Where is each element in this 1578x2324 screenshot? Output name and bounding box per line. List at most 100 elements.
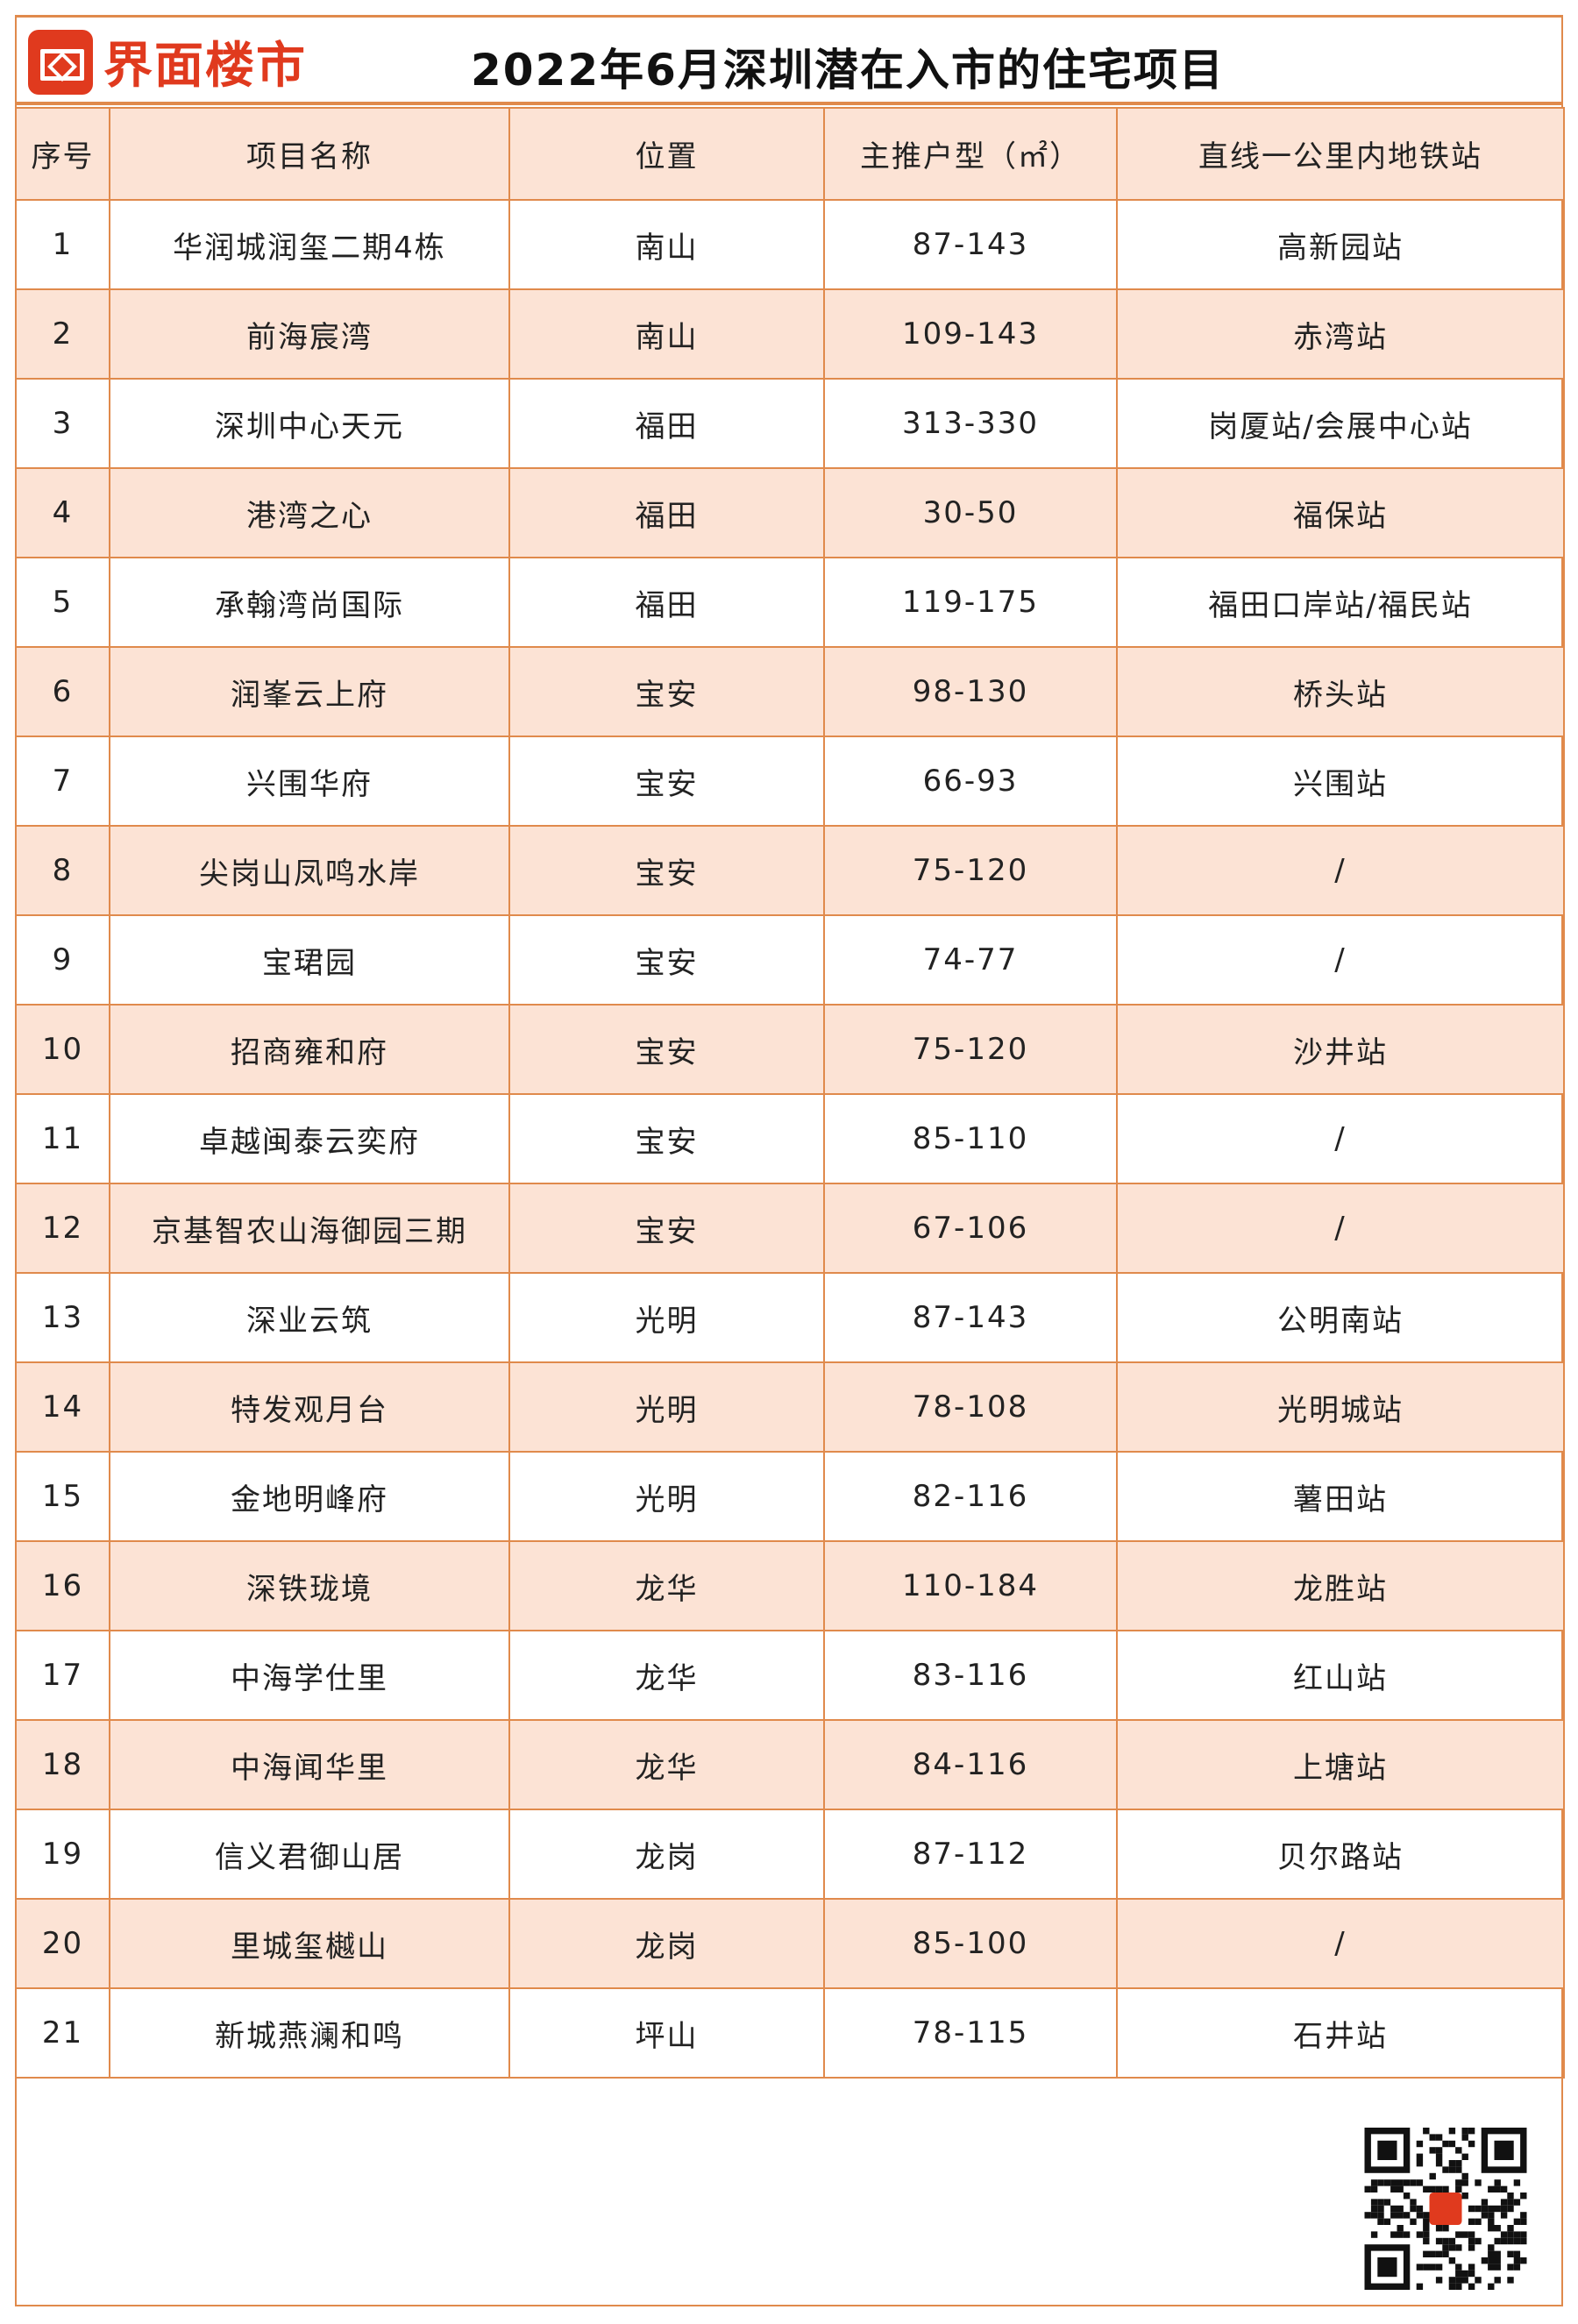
header-metro-station: 直线一公里内地铁站	[1116, 107, 1565, 201]
cell-unit-size: 98-130	[823, 646, 1118, 737]
cell-project-name: 港湾之心	[109, 467, 510, 558]
cell-index: 4	[15, 467, 110, 558]
logo-icon	[28, 29, 93, 95]
table-row: 11 卓越闽泰云奕府 宝安 85-110/	[15, 1093, 1565, 1184]
table-row: 19 信义君御山居 龙岗 87-112 贝尔路站	[15, 1809, 1565, 1900]
header-unit-size: 主推户型（㎡）	[823, 107, 1118, 201]
cell-unit-size: 87-143	[823, 199, 1118, 290]
table-row: 1 华润城润玺二期4栋 南山 87-143 高新园站	[15, 199, 1565, 290]
cell-location: 宝安	[508, 736, 825, 827]
cell-metro-station: 福保站	[1116, 467, 1565, 558]
cell-metro-station: 石井站	[1116, 1987, 1565, 2079]
cell-location: 宝安	[508, 1004, 825, 1095]
cell-location: 福田	[508, 378, 825, 469]
cell-metro-station: 光明城站	[1116, 1361, 1565, 1453]
table-row: 13 深业云筑 光明 87-143 公明南站	[15, 1272, 1565, 1363]
cell-project-name: 兴围华府	[109, 736, 510, 827]
cell-location: 宝安	[508, 1093, 825, 1184]
cell-project-name: 信义君御山居	[109, 1809, 510, 1900]
cell-unit-size: 87-143	[823, 1272, 1118, 1363]
cell-index: 5	[15, 557, 110, 648]
cell-unit-size: 85-110	[823, 1093, 1118, 1184]
cell-metro-station: 桥头站	[1116, 646, 1565, 737]
cell-metro-station: 薯田站	[1116, 1451, 1565, 1542]
cell-unit-size: 30-50	[823, 467, 1118, 558]
cell-location: 福田	[508, 467, 825, 558]
header-index: 序号	[15, 107, 110, 201]
cell-index: 18	[15, 1719, 110, 1810]
cell-metro-station: 兴围站	[1116, 736, 1565, 827]
table-row: 20 里城玺樾山 龙岗 85-100/	[15, 1898, 1565, 1989]
cell-metro-station: /	[1116, 1093, 1565, 1184]
cell-project-name: 深圳中心天元	[109, 378, 510, 469]
cell-metro-station: 贝尔路站	[1116, 1809, 1565, 1900]
cell-location: 光明	[508, 1361, 825, 1453]
cell-metro-station: /	[1116, 914, 1565, 1006]
table-row: 3 深圳中心天元 福田 313-330 岗厦站/会展中心站	[15, 378, 1565, 469]
table-row: 12 京基智农山海御园三期 宝安 67-106/	[15, 1183, 1565, 1274]
cell-location: 龙岗	[508, 1898, 825, 1989]
table-row: 18 中海闻华里 龙华 84-116 上塘站	[15, 1719, 1565, 1810]
cell-index: 12	[15, 1183, 110, 1274]
cell-index: 7	[15, 736, 110, 827]
cell-project-name: 招商雍和府	[109, 1004, 510, 1095]
cell-location: 南山	[508, 199, 825, 290]
qr-code-icon	[1364, 2128, 1527, 2290]
cell-project-name: 润峯云上府	[109, 646, 510, 737]
cell-index: 21	[15, 1987, 110, 2079]
cell-index: 10	[15, 1004, 110, 1095]
cell-metro-station: 公明南站	[1116, 1272, 1565, 1363]
cell-unit-size: 78-108	[823, 1361, 1118, 1453]
cell-location: 宝安	[508, 1183, 825, 1274]
table-row: 15 金地明峰府 光明 82-116 薯田站	[15, 1451, 1565, 1542]
cell-index: 11	[15, 1093, 110, 1184]
cell-unit-size: 82-116	[823, 1451, 1118, 1542]
cell-project-name: 里城玺樾山	[109, 1898, 510, 1989]
cell-metro-station: 红山站	[1116, 1630, 1565, 1721]
cell-index: 15	[15, 1451, 110, 1542]
table-row: 9 宝珺园 宝安 74-77/	[15, 914, 1565, 1006]
cell-metro-station: /	[1116, 1898, 1565, 1989]
cell-project-name: 尖岗山凤鸣水岸	[109, 825, 510, 916]
cell-unit-size: 109-143	[823, 288, 1118, 380]
cell-project-name: 承翰湾尚国际	[109, 557, 510, 648]
cell-index: 1	[15, 199, 110, 290]
cell-project-name: 中海闻华里	[109, 1719, 510, 1810]
cell-location: 宝安	[508, 914, 825, 1006]
cell-metro-station: 上塘站	[1116, 1719, 1565, 1810]
cell-index: 17	[15, 1630, 110, 1721]
cell-location: 宝安	[508, 646, 825, 737]
cell-project-name: 中海学仕里	[109, 1630, 510, 1721]
cell-unit-size: 75-120	[823, 825, 1118, 916]
cell-project-name: 深铁珑境	[109, 1540, 510, 1631]
table-row: 14 特发观月台 光明 78-108 光明城站	[15, 1361, 1565, 1453]
cell-unit-size: 74-77	[823, 914, 1118, 1006]
cell-location: 龙华	[508, 1719, 825, 1810]
table-row: 4 港湾之心 福田 30-50 福保站	[15, 467, 1565, 558]
cell-metro-station: 赤湾站	[1116, 288, 1565, 380]
cell-index: 2	[15, 288, 110, 380]
projects-table: 序号 项目名称 位置 主推户型（㎡） 直线一公里内地铁站 1 华润城润玺二期4栋南…	[15, 107, 1565, 2079]
cell-unit-size: 85-100	[823, 1898, 1118, 1989]
table-row: 16 深铁珑境 龙华 110-184 龙胜站	[15, 1540, 1565, 1631]
cell-metro-station: 龙胜站	[1116, 1540, 1565, 1631]
cell-project-name: 金地明峰府	[109, 1451, 510, 1542]
table-row: 5 承翰湾尚国际 福田 119-175 福田口岸站/福民站	[15, 557, 1565, 648]
table-row: 21 新城燕澜和鸣 坪山 78-115 石井站	[15, 1987, 1565, 2079]
header-location: 位置	[508, 107, 825, 201]
cell-unit-size: 66-93	[823, 736, 1118, 827]
cell-location: 坪山	[508, 1987, 825, 2079]
logo-text: 界面楼市	[103, 38, 307, 95]
title-bar: 界面楼市 2022年6月深圳潜在入市的住宅项目	[15, 18, 1563, 105]
table-row: 8 尖岗山凤鸣水岸 宝安 75-120/	[15, 825, 1565, 916]
cell-metro-station: 岗厦站/会展中心站	[1116, 378, 1565, 469]
cell-unit-size: 83-116	[823, 1630, 1118, 1721]
cell-unit-size: 84-116	[823, 1719, 1118, 1810]
cell-project-name: 华润城润玺二期4栋	[109, 199, 510, 290]
cell-project-name: 京基智农山海御园三期	[109, 1183, 510, 1274]
cell-metro-station: 福田口岸站/福民站	[1116, 557, 1565, 648]
cell-unit-size: 119-175	[823, 557, 1118, 648]
cell-project-name: 新城燕澜和鸣	[109, 1987, 510, 2079]
cell-index: 9	[15, 914, 110, 1006]
cell-unit-size: 78-115	[823, 1987, 1118, 2079]
